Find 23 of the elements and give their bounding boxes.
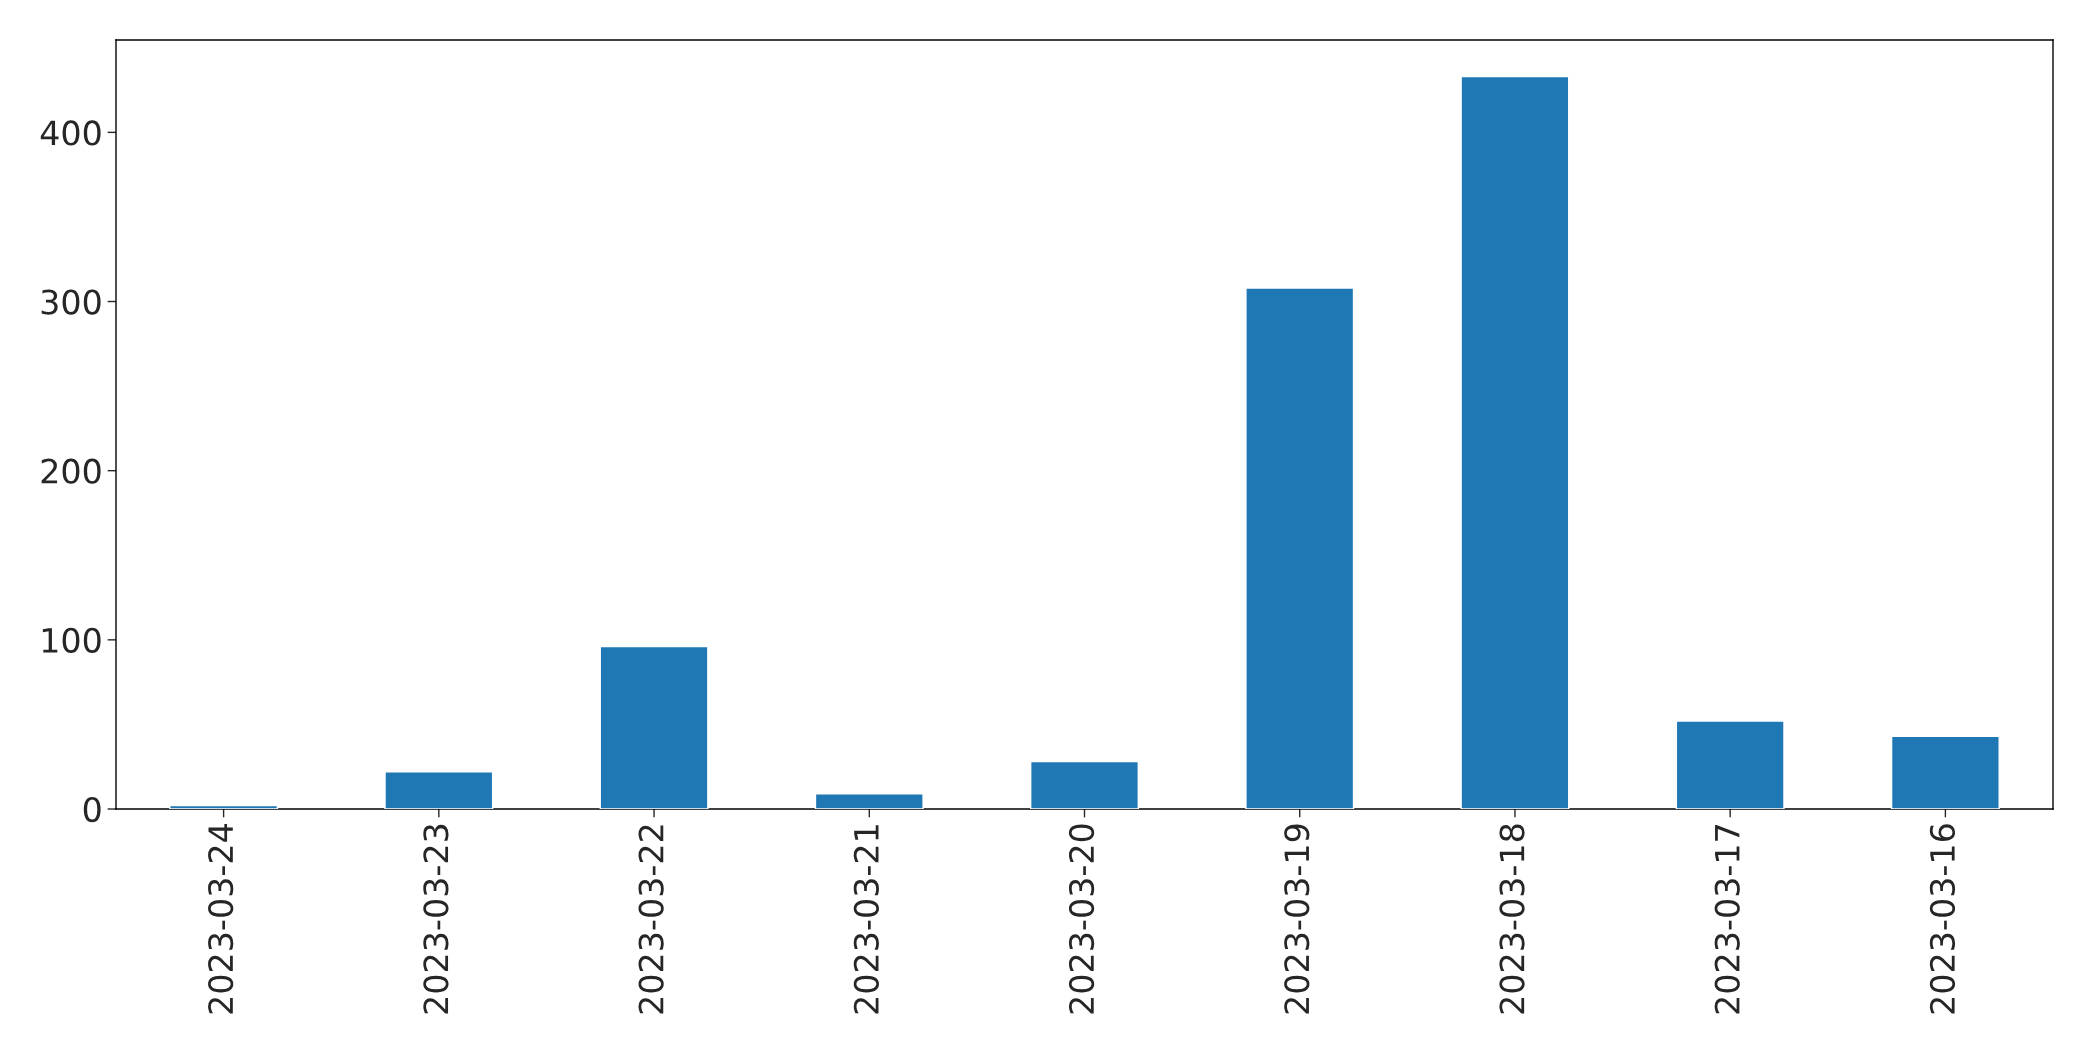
x-tick-label: 2023-03-21 [853,825,879,1014]
x-tick-label: 2023-03-16 [1929,824,1956,1014]
y-tick-label: 400 [40,120,101,146]
y-tick-label: 0 [83,796,101,823]
bar [1245,287,1355,809]
y-tick-label: 200 [41,458,101,484]
x-tick-label: 2023-03-23 [423,824,449,1014]
bar [1029,760,1140,809]
y-tick-label: 300 [41,289,101,315]
x-tick-label: 2023-03-24 [208,824,234,1014]
bar [1460,75,1570,809]
y-tick-label: 100 [42,627,101,653]
x-tick-label: 2023-03-22 [638,825,664,1014]
x-tick-label: 2023-03-19 [1284,824,1310,1014]
x-tick-label: 2023-03-20 [1068,824,1095,1014]
x-tick-label: 2023-03-17 [1714,825,1740,1014]
bar [169,804,279,809]
bar [1675,720,1785,809]
x-tick-label: 2023-03-18 [1499,824,1525,1014]
bar [599,645,709,809]
bar [1890,735,2000,809]
bar [814,793,924,809]
bar [384,771,494,809]
